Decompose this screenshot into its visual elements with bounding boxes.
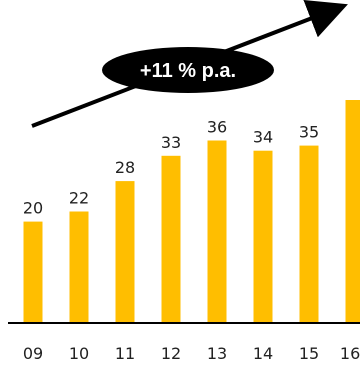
value-labels-group: 20 22 28 33 36 34 35 — [23, 118, 319, 218]
bar-10 — [69, 211, 89, 323]
growth-annotation: +11 % p.a. — [31, 0, 348, 128]
bar-12 — [161, 155, 181, 324]
bar-14 — [253, 150, 273, 323]
tick-label-15: 15 — [299, 344, 319, 363]
tick-label-13: 13 — [207, 344, 227, 363]
value-label-12: 33 — [161, 133, 181, 152]
value-label-11: 28 — [115, 158, 135, 177]
bar-13 — [207, 140, 227, 323]
tick-label-09: 09 — [23, 344, 43, 363]
tick-label-14: 14 — [253, 344, 273, 363]
value-label-15: 35 — [299, 123, 319, 142]
value-label-13: 36 — [207, 118, 227, 137]
tick-label-16e: 16e — [340, 344, 360, 363]
bar-16e — [345, 100, 360, 323]
bar-15 — [299, 145, 319, 323]
bars-group — [23, 100, 360, 324]
value-label-09: 20 — [23, 199, 43, 218]
bar-11 — [115, 181, 135, 323]
value-label-14: 34 — [253, 128, 273, 147]
tick-label-10: 10 — [69, 344, 89, 363]
value-label-10: 22 — [69, 189, 89, 208]
tick-labels-group: 09 10 11 12 13 14 15 16e — [23, 344, 360, 363]
tick-label-11: 11 — [115, 344, 135, 363]
annotation-badge — [102, 47, 274, 93]
bar-09 — [23, 221, 43, 323]
annotation-text: +11 % p.a. — [140, 60, 236, 82]
tick-label-12: 12 — [161, 344, 181, 363]
